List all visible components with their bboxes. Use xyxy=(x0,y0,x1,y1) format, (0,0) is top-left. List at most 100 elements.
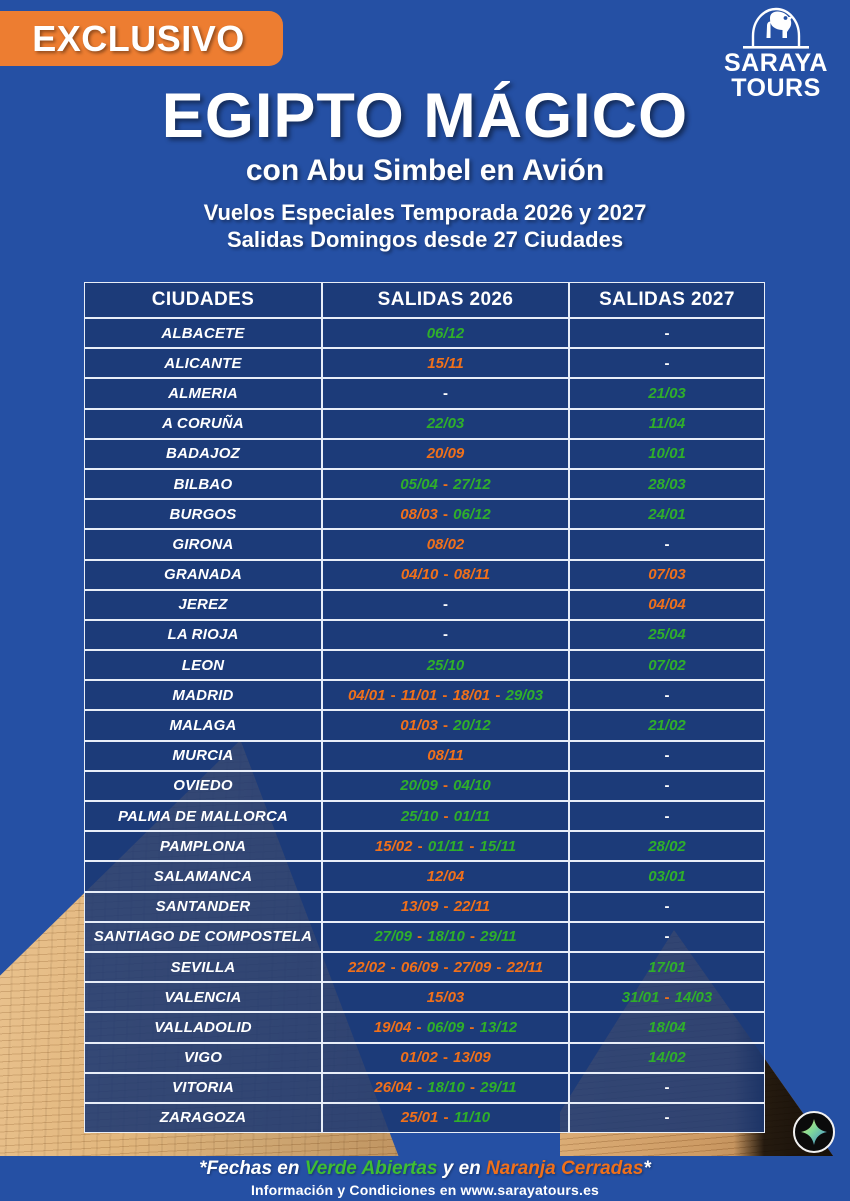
departures-2026-cell: 20/09 - 04/10 xyxy=(322,770,569,801)
departure-date: 26/04 xyxy=(374,1079,412,1097)
departure-date: 20/12 xyxy=(453,717,491,735)
date-separator: - xyxy=(439,958,453,976)
departure-date: 06/12 xyxy=(453,505,491,523)
departures-2027-cell: 25/04 xyxy=(569,619,765,651)
departures-2026-cell: 13/09 - 22/11 xyxy=(322,891,569,922)
departures-2027-cell: 17/01 xyxy=(569,951,765,983)
city-name-cell: BADAJOZ xyxy=(84,438,322,469)
departure-date: 18/10 xyxy=(427,1079,465,1097)
city-name-cell: OVIEDO xyxy=(84,770,322,801)
departures-2027-cell: 21/02 xyxy=(569,710,765,741)
departure-date: 20/09 xyxy=(400,777,438,795)
date-separator: - xyxy=(491,686,505,704)
city-name-cell: LEON xyxy=(84,650,322,681)
departures-2026-cell: 04/01 - 11/01 - 18/01 - 29/03 xyxy=(322,680,569,711)
departures-2027-cell: 31/01 - 14/03 xyxy=(569,982,765,1013)
empty-date-marker: - xyxy=(443,384,448,402)
legend-orange-label: Naranja Cerradas xyxy=(486,1158,644,1179)
date-separator: - xyxy=(439,807,453,825)
departures-2027-cell: 28/02 xyxy=(569,831,765,862)
departure-date: 08/11 xyxy=(427,747,464,765)
departures-2026-cell: 05/04 - 27/12 xyxy=(322,468,569,500)
table-row: BADAJOZ 20/09 10/01 xyxy=(84,438,765,469)
city-name-cell: ZARAGOZA xyxy=(84,1102,322,1134)
departure-date: 15/03 xyxy=(426,988,465,1006)
departure-date: 27/09 xyxy=(374,928,412,946)
departure-date: 04/04 xyxy=(648,596,686,614)
table-row: SALAMANCA 12/04 03/01 xyxy=(84,861,765,892)
departures-2026-cell: - xyxy=(322,589,569,620)
table-row: VALLADOLID 19/04 - 06/09 - 13/12 18/04 xyxy=(84,1012,765,1043)
empty-date-marker: - xyxy=(664,747,670,765)
legend-note: *Fechas en Verde Abiertas y en Naranja C… xyxy=(0,1158,850,1180)
departure-date: 06/12 xyxy=(426,324,465,342)
date-separator: - xyxy=(439,1109,453,1127)
departure-date: 25/01 xyxy=(400,1109,439,1127)
city-name-cell: ALICANTE xyxy=(84,348,322,379)
table-row: VALENCIA 15/03 31/01 - 14/03 xyxy=(84,982,765,1013)
table-row: PAMPLONA 15/02 - 01/11 - 15/11 28/02 xyxy=(84,831,765,862)
departure-date: 17/01 xyxy=(648,958,686,976)
departure-date: 01/11 xyxy=(427,837,465,855)
table-row: GRANADA 04/10 - 08/11 07/03 xyxy=(84,559,765,590)
departures-2027-cell: 18/04 xyxy=(569,1012,765,1043)
date-separator: - xyxy=(492,958,506,976)
city-name-cell: SANTIAGO DE COMPOSTELA xyxy=(84,921,322,952)
date-separator: - xyxy=(413,837,427,855)
empty-date-marker: - xyxy=(664,807,670,825)
four-point-star-icon[interactable] xyxy=(793,1111,835,1153)
departures-2026-cell: 15/11 xyxy=(322,348,569,379)
table-row: MALAGA 01/03 - 20/12 21/02 xyxy=(84,710,765,741)
departure-date: 18/10 xyxy=(427,928,465,946)
season-info: Vuelos Especiales Temporada 2026 y 2027 … xyxy=(0,199,850,255)
departures-2027-cell: 07/03 xyxy=(569,559,765,590)
departure-date: 12/04 xyxy=(426,867,465,885)
city-name-cell: MALAGA xyxy=(84,710,322,741)
date-separator: - xyxy=(412,1018,426,1036)
city-name-cell: SALAMANCA xyxy=(84,861,322,892)
departure-date: 24/01 xyxy=(648,505,686,523)
season-line-2: Salidas Domingos desde 27 Ciudades xyxy=(226,227,624,253)
date-separator: - xyxy=(465,1018,479,1036)
city-name-cell: MADRID xyxy=(84,680,322,711)
departure-date: 08/11 xyxy=(453,566,491,584)
date-separator: - xyxy=(438,686,452,704)
date-separator: - xyxy=(465,1079,480,1097)
date-separator: - xyxy=(412,1079,427,1097)
departure-date: 01/03 xyxy=(400,717,438,735)
departure-date: 04/01 xyxy=(347,686,386,704)
departures-2027-cell: - xyxy=(569,921,765,952)
departures-2026-cell: 12/04 xyxy=(322,861,569,892)
city-name-cell: A CORUÑA xyxy=(84,408,322,439)
departures-2027-cell: - xyxy=(569,348,765,379)
empty-date-marker: - xyxy=(664,686,670,704)
date-separator: - xyxy=(386,686,400,704)
empty-date-marker: - xyxy=(664,928,670,946)
table-row: JEREZ - 04/04 xyxy=(84,589,765,620)
legend-text-1: *Fechas en xyxy=(199,1158,305,1179)
departures-2027-cell: - xyxy=(569,1102,765,1134)
city-name-cell: GRANADA xyxy=(84,559,322,590)
departures-2027-cell: - xyxy=(569,1072,765,1103)
table-row: BURGOS 08/03 - 06/12 24/01 xyxy=(84,499,765,530)
city-name-cell: SEVILLA xyxy=(84,951,322,983)
departure-date: 06/09 xyxy=(426,1018,465,1036)
departure-date: 22/03 xyxy=(426,415,465,433)
city-name-cell: ALMERIA xyxy=(84,378,322,409)
departures-2027-cell: 21/03 xyxy=(569,378,765,409)
departure-date: 08/02 xyxy=(426,535,465,553)
departures-2027-cell: - xyxy=(569,770,765,801)
city-name-cell: JEREZ xyxy=(84,589,322,620)
departure-date: 15/11 xyxy=(427,354,464,372)
table-row: ALMERIA - 21/03 xyxy=(84,378,765,409)
departure-date: 06/09 xyxy=(400,958,439,976)
empty-date-marker: - xyxy=(664,898,670,916)
departures-2026-cell: 22/03 xyxy=(322,408,569,439)
empty-date-marker: - xyxy=(443,626,448,644)
departure-date: 13/12 xyxy=(479,1018,518,1036)
city-name-cell: ALBACETE xyxy=(84,318,322,349)
date-separator: - xyxy=(439,898,453,916)
departure-date: 22/11 xyxy=(453,898,491,916)
city-name-cell: VALLADOLID xyxy=(84,1012,322,1043)
table-row: OVIEDO 20/09 - 04/10- xyxy=(84,770,765,801)
